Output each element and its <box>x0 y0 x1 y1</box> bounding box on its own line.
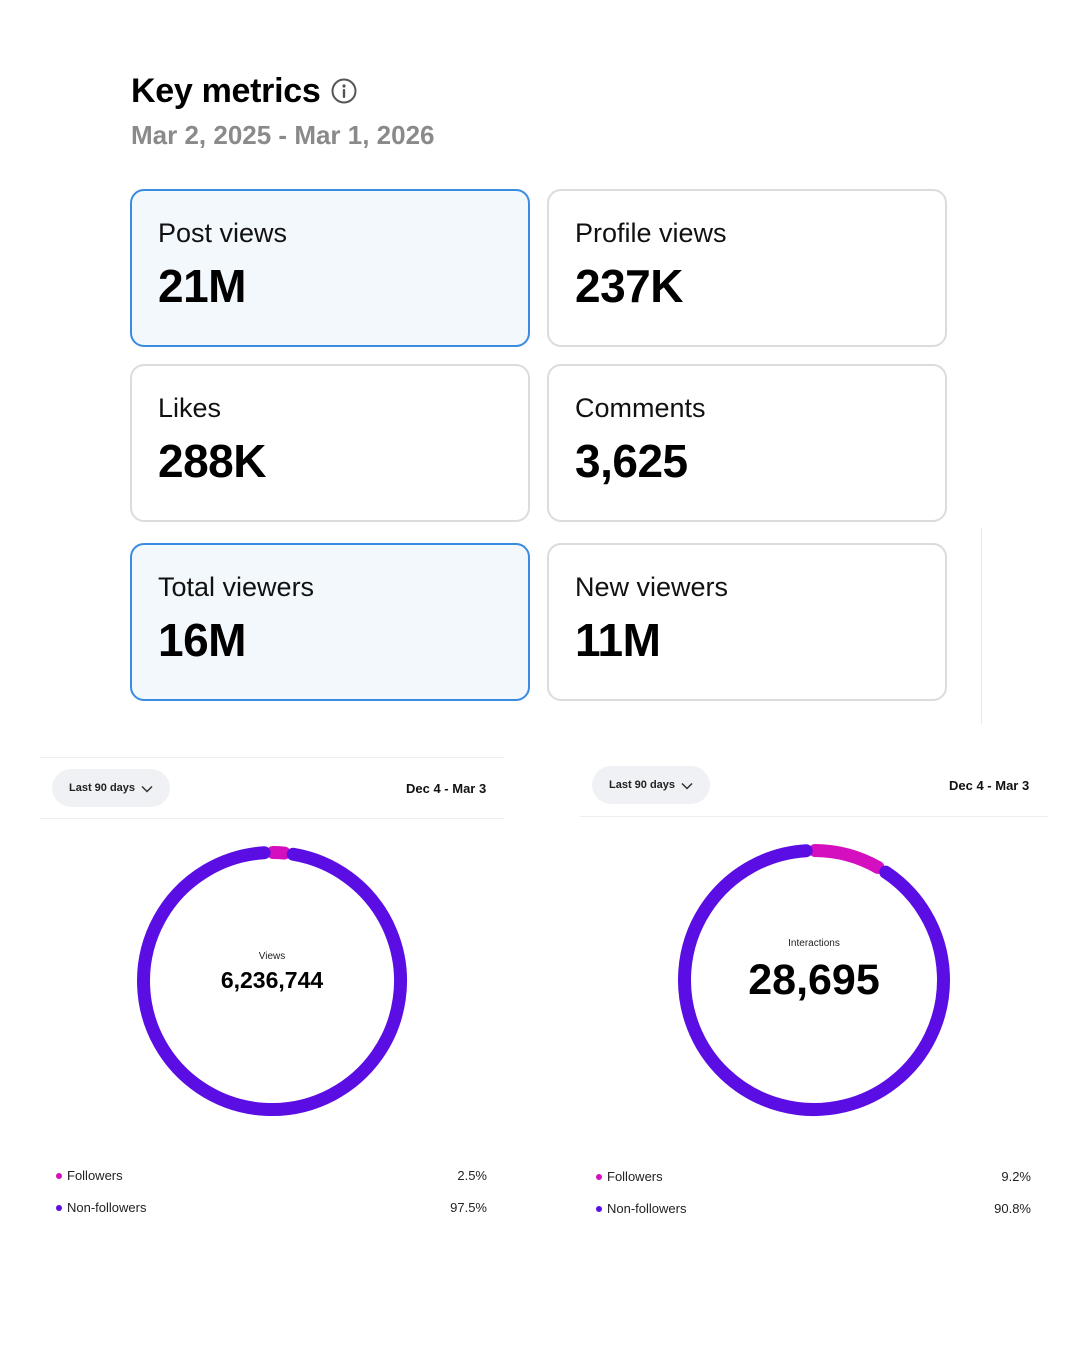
followers-arc <box>266 846 291 860</box>
metric-card-comments[interactable]: Comments 3,625 <box>547 364 947 522</box>
legend-label: Followers <box>607 1169 663 1184</box>
non-followers-arc <box>678 844 950 1116</box>
legend-item-non-followers: Non-followers <box>596 1201 686 1216</box>
donut-center-label: Views <box>258 951 286 962</box>
info-icon[interactable] <box>330 77 358 105</box>
chevron-down-icon <box>141 784 153 793</box>
interactions-donut-chart <box>678 844 950 1116</box>
divider <box>981 528 982 724</box>
legend-label: Non-followers <box>67 1200 147 1215</box>
divider <box>580 816 1048 817</box>
range-dropdown-label: Last 90 days <box>609 779 676 791</box>
metric-card-post-views[interactable]: Post views 21M <box>130 189 530 347</box>
metric-label: Post views <box>158 218 288 248</box>
metric-card-likes[interactable]: Likes 288K <box>130 364 530 522</box>
metric-value: 3,625 <box>575 435 688 487</box>
donut-center-value: 6,236,744 <box>220 967 324 993</box>
metric-label: New viewers <box>575 572 729 602</box>
metric-label: Comments <box>575 393 706 423</box>
range-dropdown[interactable]: Last 90 days <box>592 766 711 804</box>
metric-value: 288K <box>158 435 266 487</box>
metric-card-new-viewers[interactable]: New viewers 11M <box>547 543 947 701</box>
donut-center-label: Interactions <box>788 938 840 949</box>
legend-value: 97.5% <box>450 1200 487 1215</box>
legend-value: 90.8% <box>994 1201 1031 1216</box>
metric-value: 16M <box>158 614 246 666</box>
range-dropdown[interactable]: Last 90 days <box>52 769 171 807</box>
views-donut-chart <box>137 846 407 1116</box>
metric-label: Profile views <box>575 218 727 248</box>
legend-item-non-followers: Non-followers <box>56 1200 146 1215</box>
metric-value: 21M <box>158 260 246 312</box>
range-dropdown-label: Last 90 days <box>69 782 136 794</box>
followers-dot <box>56 1172 62 1179</box>
legend-label: Non-followers <box>607 1201 687 1216</box>
followers-dot <box>596 1173 602 1180</box>
legend-label: Followers <box>67 1168 123 1183</box>
legend-value: 9.2% <box>1001 1169 1031 1184</box>
panel-date: Dec 4 - Mar 3 <box>406 781 487 796</box>
key-metrics-header: Key metrics Mar 2, 2025 - Mar 1, 2026 <box>131 70 435 152</box>
panel-date: Dec 4 - Mar 3 <box>949 778 1030 793</box>
metric-card-profile-views[interactable]: Profile views 237K <box>547 189 947 347</box>
metric-value: 237K <box>575 260 683 312</box>
non-followers-dot <box>56 1204 62 1211</box>
non-followers-dot <box>596 1205 602 1212</box>
donut-center-value: 28,695 <box>748 956 880 1004</box>
page-title: Key metrics <box>131 72 321 110</box>
non-followers-arc <box>137 846 407 1116</box>
divider <box>40 757 504 758</box>
followers-arc <box>808 844 885 874</box>
metric-label: Total viewers <box>158 572 315 602</box>
metric-label: Likes <box>158 393 222 423</box>
legend-item-followers: Followers <box>56 1168 123 1183</box>
legend-item-followers: Followers <box>596 1169 663 1184</box>
divider <box>40 818 504 819</box>
metric-card-total-viewers[interactable]: Total viewers 16M <box>130 543 530 701</box>
legend-value: 2.5% <box>457 1168 487 1183</box>
chevron-down-icon <box>681 781 693 790</box>
metric-value: 11M <box>575 614 661 666</box>
date-range: Mar 2, 2025 - Mar 1, 2026 <box>131 120 435 150</box>
